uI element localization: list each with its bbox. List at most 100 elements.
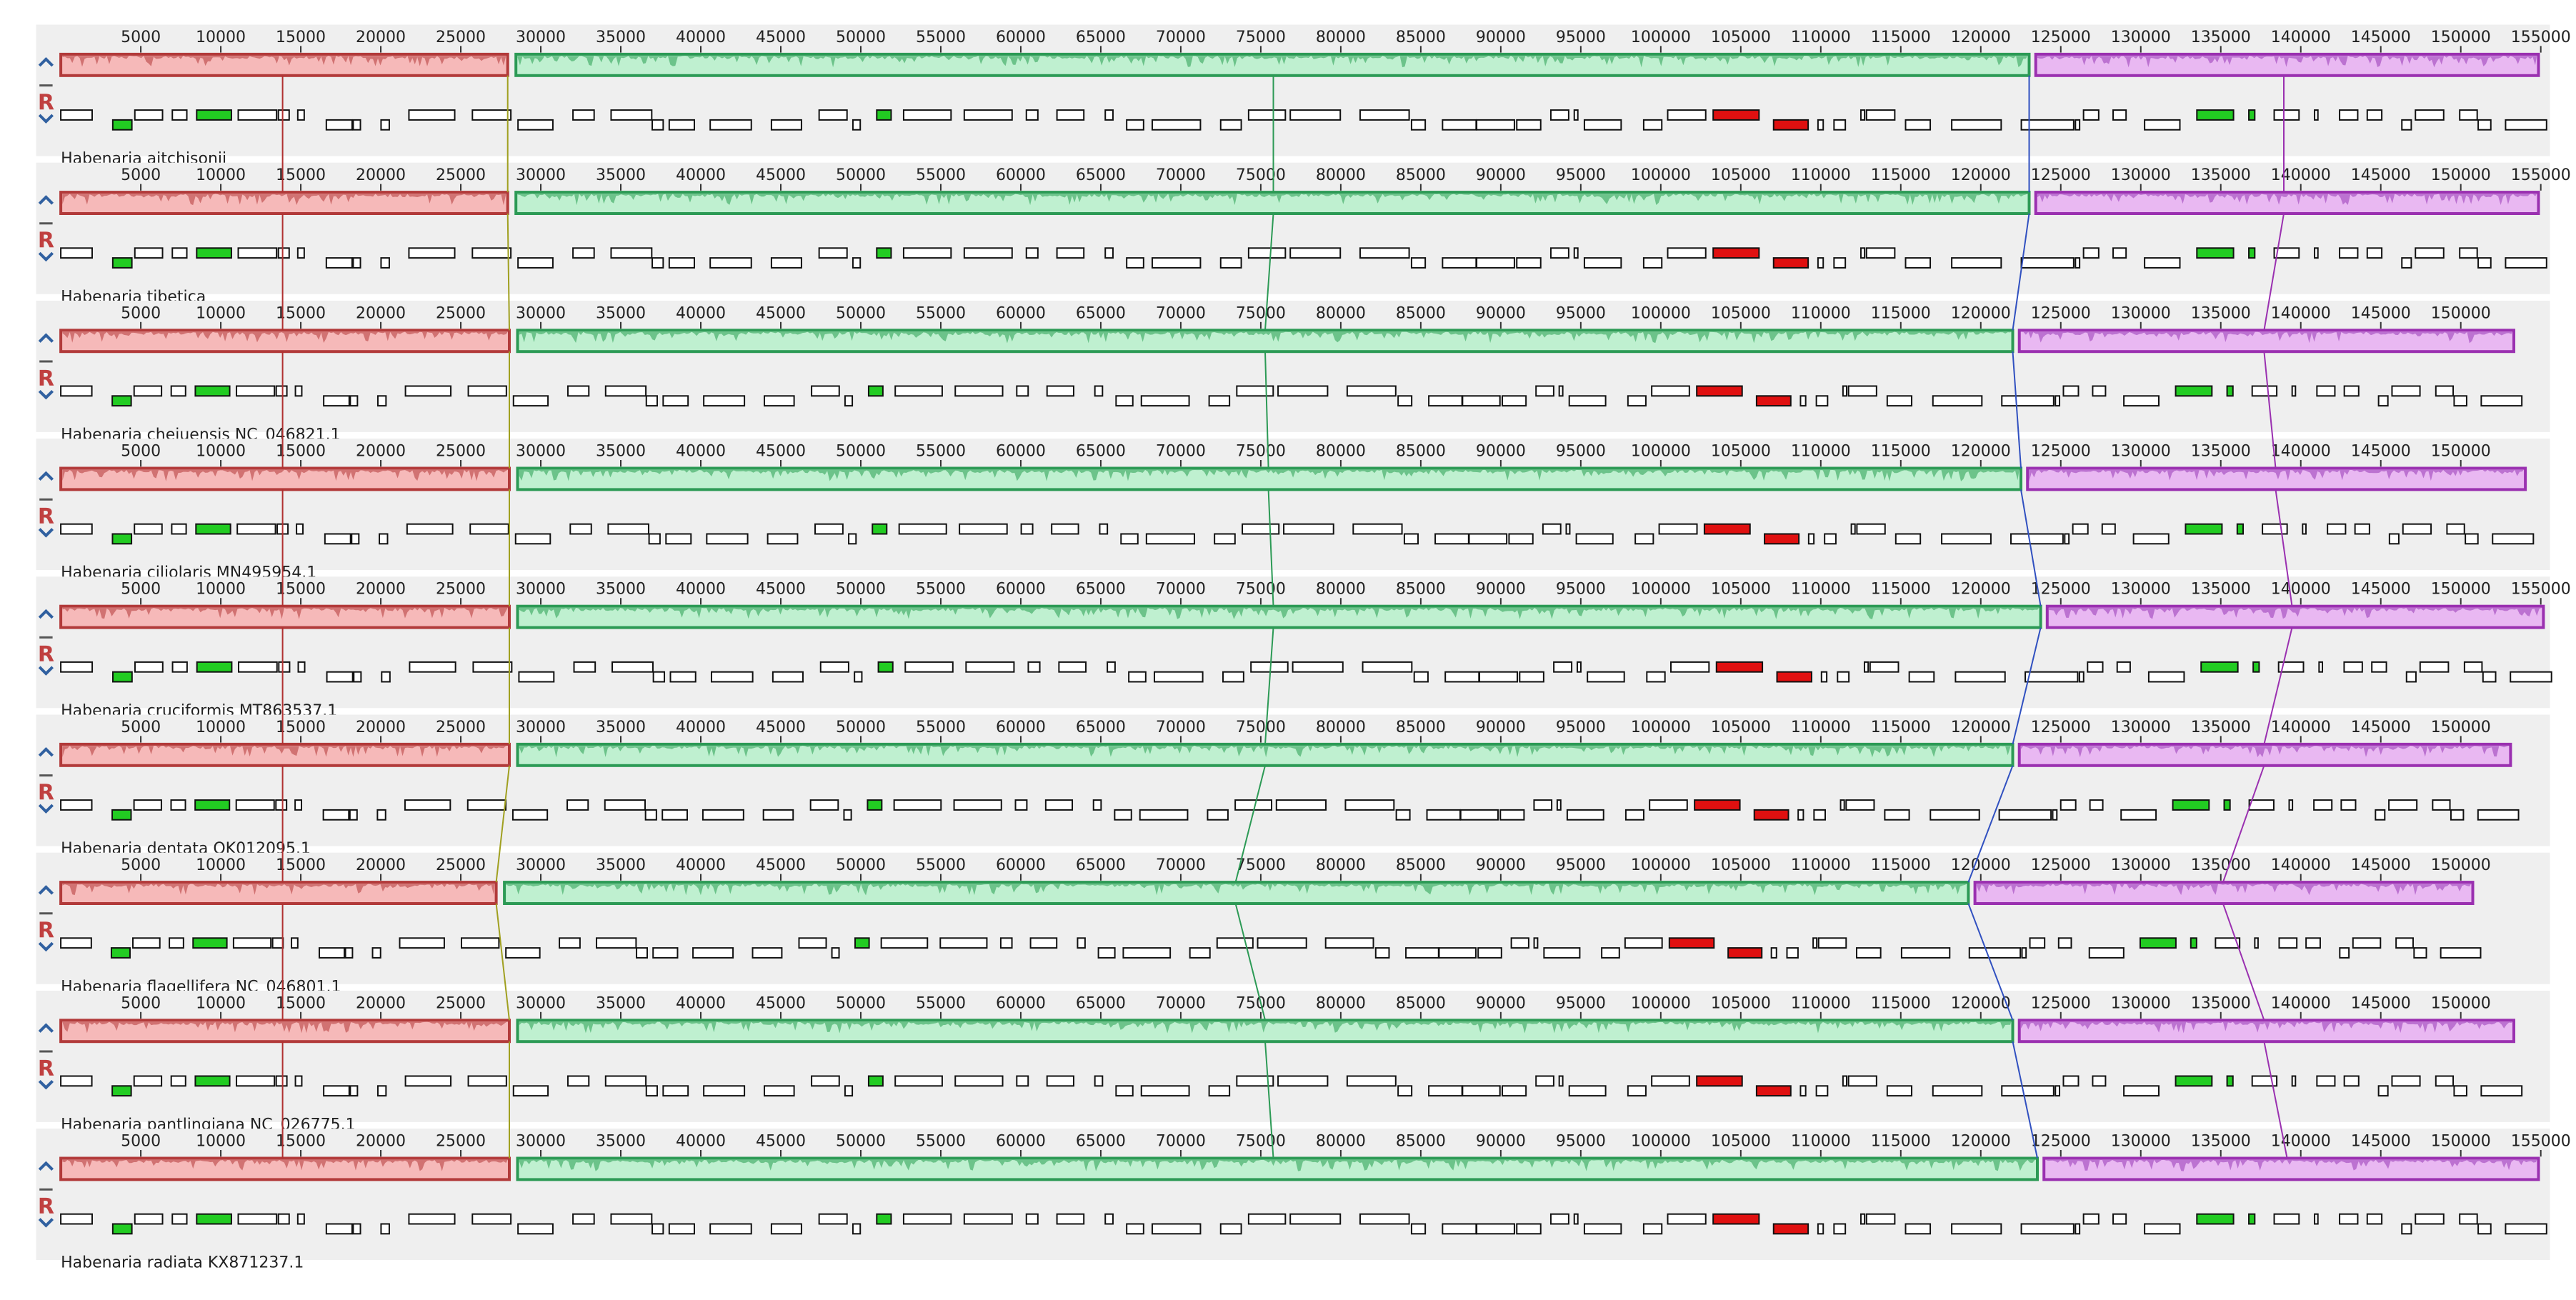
ruler-tick-label: 55000	[916, 443, 966, 461]
reverse-button[interactable]: R	[38, 1056, 54, 1081]
gene	[1346, 385, 1397, 397]
scroll-up-button[interactable]	[38, 609, 54, 619]
scroll-up-button[interactable]	[38, 885, 54, 895]
ruler-tick-label: 100000	[1631, 29, 1691, 46]
ruler-tick-label: 60000	[996, 994, 1046, 1012]
gene	[1955, 671, 2006, 683]
gene	[1442, 1223, 1477, 1235]
gene	[1553, 661, 1573, 673]
scroll-down-button[interactable]	[38, 666, 54, 676]
scroll-down-button[interactable]	[38, 114, 54, 124]
scroll-up-button[interactable]	[38, 746, 54, 757]
gene	[604, 385, 647, 397]
ruler-tick-label: 105000	[1711, 443, 1771, 461]
gene	[235, 799, 275, 811]
lcb-connector	[1234, 765, 1266, 883]
gene	[344, 947, 354, 959]
ruler-tick-label: 150000	[2431, 581, 2491, 599]
gene	[611, 661, 654, 673]
gene	[472, 661, 513, 673]
gene	[2465, 533, 2479, 545]
scroll-down-button[interactable]	[38, 528, 54, 538]
ruler-tick-label: 140000	[2271, 856, 2331, 874]
scroll-up-button[interactable]	[38, 1023, 54, 1033]
gene	[2254, 937, 2259, 949]
ruler-tick-label: 30000	[516, 994, 566, 1012]
gene	[467, 1075, 507, 1087]
gene	[1565, 523, 1571, 535]
gene	[296, 1213, 305, 1225]
gene	[232, 937, 272, 949]
scroll-up-button[interactable]	[38, 1161, 54, 1171]
ruler-tick-label: 125000	[2031, 1133, 2091, 1151]
gene	[1046, 1075, 1074, 1087]
scroll-down-button[interactable]	[38, 1218, 54, 1228]
gene	[1126, 119, 1144, 131]
gene	[1549, 247, 1569, 259]
gene	[898, 523, 947, 535]
gene	[752, 947, 783, 959]
reverse-button[interactable]: R	[38, 780, 54, 805]
scroll-down-button[interactable]	[38, 941, 54, 952]
similarity-profile	[519, 1021, 2012, 1034]
ruler-tick-label: 140000	[2271, 29, 2331, 46]
reverse-button[interactable]: R	[38, 919, 54, 944]
ruler-tick-label: 75000	[1236, 719, 1286, 736]
gene	[1900, 947, 1951, 959]
scroll-up-button[interactable]	[38, 195, 54, 205]
gene	[2339, 1213, 2359, 1225]
scroll-up-button[interactable]	[38, 56, 54, 67]
reverse-button[interactable]: R	[38, 642, 54, 667]
scroll-up-button[interactable]	[38, 471, 54, 481]
ruler-tick-label: 90000	[1476, 856, 1526, 874]
gene	[2401, 257, 2412, 269]
gene	[2343, 385, 2360, 397]
ruler-tick-label: 110000	[1791, 443, 1851, 461]
scroll-down-button[interactable]	[38, 1079, 54, 1090]
gene	[1189, 947, 1211, 959]
ruler-tick-label: 10000	[196, 29, 246, 46]
similarity-profile	[519, 469, 2020, 481]
ruler-tick-label: 85000	[1396, 1133, 1446, 1151]
gene	[2339, 947, 2350, 959]
gene	[1576, 661, 1582, 673]
gene	[645, 395, 658, 407]
reverse-button[interactable]: R	[38, 504, 54, 529]
gene	[1817, 257, 1824, 269]
reverse-button[interactable]: R	[38, 229, 54, 254]
gene	[1929, 809, 1980, 821]
gene	[566, 1075, 590, 1087]
ruler-tick-label: 60000	[996, 1133, 1046, 1151]
scroll-down-button[interactable]	[38, 804, 54, 814]
reverse-button[interactable]: R	[38, 366, 54, 391]
ruler-tick-label: 90000	[1476, 304, 1526, 322]
scroll-down-button[interactable]	[38, 389, 54, 400]
lcb-connector	[2263, 213, 2285, 331]
ruler-tick-label: 150000	[2431, 856, 2491, 874]
gene	[1140, 1085, 1190, 1097]
gene	[710, 671, 754, 683]
ruler-tick-label: 115000	[1871, 581, 1931, 599]
ruler-tick-label: 95000	[1556, 304, 1606, 322]
gene	[963, 247, 1013, 259]
gene	[1932, 1085, 1983, 1097]
gene	[2112, 109, 2127, 121]
gene	[2116, 661, 2131, 673]
gene	[1587, 671, 1625, 683]
scroll-up-button[interactable]	[38, 333, 54, 343]
gene	[408, 1213, 456, 1225]
gene	[652, 947, 679, 959]
gene	[512, 1085, 549, 1097]
reverse-button[interactable]: R	[38, 90, 54, 115]
gene	[2120, 809, 2157, 821]
gene	[963, 1213, 1013, 1225]
lcb-connector	[2020, 489, 2042, 606]
gene	[2401, 1223, 2412, 1235]
gene	[2313, 799, 2333, 811]
scroll-down-button[interactable]	[38, 251, 54, 262]
reverse-button[interactable]: R	[38, 1194, 54, 1219]
gene	[1510, 937, 1529, 949]
gene	[60, 799, 93, 811]
ruler-tick-label: 140000	[2271, 719, 2331, 736]
gene	[1219, 1223, 1242, 1235]
